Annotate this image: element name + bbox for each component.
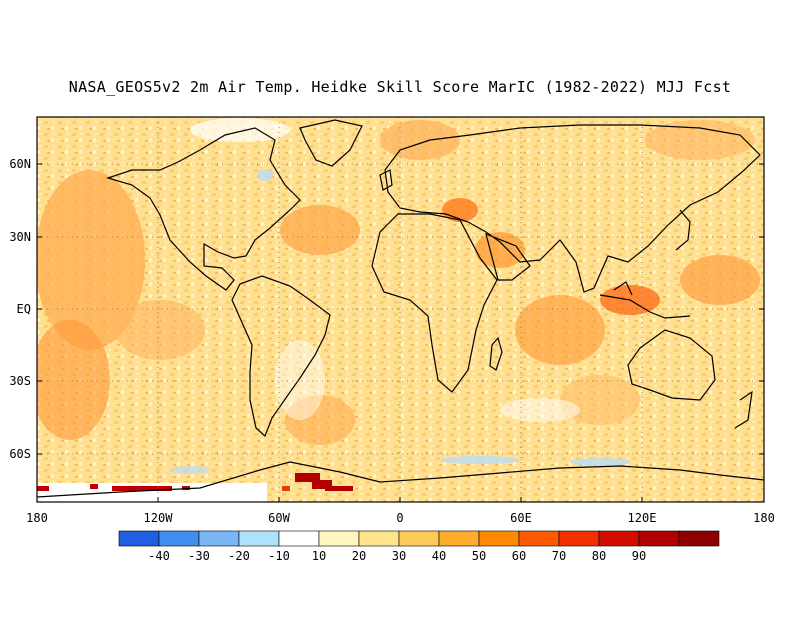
lon-tick-label: 60W <box>268 511 290 525</box>
coast-greenland <box>299 119 363 167</box>
colorbar-swatch <box>158 530 200 547</box>
colorbar-swatch <box>278 530 320 547</box>
colorbar: -40 -30 -20 -10 10 20 30 40 50 60 70 80 90 <box>118 530 720 563</box>
lon-tick-label: 120E <box>628 511 657 525</box>
colorbar-label: -10 <box>268 549 290 563</box>
colorbar-swatch <box>238 530 280 547</box>
coast-north-america <box>105 127 301 291</box>
colorbar-swatch <box>478 530 520 547</box>
colorbar-swatch <box>358 530 400 547</box>
colorbar-swatch <box>118 530 160 547</box>
coastlines <box>37 119 764 498</box>
colorbar-swatch <box>318 530 360 547</box>
lon-tick-label: 0 <box>396 511 403 525</box>
colorbar-label: 10 <box>312 549 326 563</box>
lat-tick-label: 60S <box>9 447 31 461</box>
antarctic-skill-cells <box>37 473 353 502</box>
coast-british-isles <box>379 169 393 191</box>
colorbar-swatch <box>518 530 560 547</box>
lon-tick-label: 180 <box>753 511 775 525</box>
map-title: NASA_GEOS5v2 2m Air Temp. Heidke Skill S… <box>68 78 732 96</box>
coast-antarctica <box>37 461 764 498</box>
coast-australia <box>627 329 716 401</box>
colorbar-label: 50 <box>472 549 486 563</box>
colorbar-swatch <box>398 530 440 547</box>
colorbar-label: 30 <box>392 549 406 563</box>
coast-africa <box>371 213 498 393</box>
colorbar-label: 80 <box>592 549 606 563</box>
lat-tick-label: 30S <box>9 374 31 388</box>
latitude-axis: 60N 30N EQ 30S 60S <box>9 157 764 461</box>
colorbar-swatch <box>638 530 680 547</box>
lat-tick-label: 30N <box>9 230 31 244</box>
lat-tick-label: 60N <box>9 157 31 171</box>
lon-tick-label: 180 <box>26 511 48 525</box>
coast-new-zealand <box>734 390 753 429</box>
colorbar-label: 40 <box>432 549 446 563</box>
colorbar-swatch <box>198 530 240 547</box>
colorbar-label: -40 <box>148 549 170 563</box>
longitude-axis: 180 120W 60W 0 60E 120E 180 <box>26 497 775 525</box>
graticule <box>37 117 764 502</box>
lon-tick-label: 120W <box>144 511 174 525</box>
lat-tick-label: EQ <box>17 302 31 316</box>
colorbar-swatch <box>438 530 480 547</box>
colorbar-label: -30 <box>188 549 210 563</box>
colorbar-swatch <box>558 530 600 547</box>
colorbar-swatch <box>678 530 720 547</box>
colorbar-label: 20 <box>352 549 366 563</box>
colorbar-swatch <box>598 530 640 547</box>
coast-eurasia <box>384 124 761 293</box>
colorbar-label: 60 <box>512 549 526 563</box>
coast-madagascar <box>489 336 503 371</box>
colorbar-label: 90 <box>632 549 646 563</box>
coast-south-america <box>231 275 331 438</box>
coast-indonesia <box>599 281 691 319</box>
lon-tick-label: 60E <box>510 511 532 525</box>
map-plot-area <box>37 117 764 502</box>
colorbar-label: 70 <box>552 549 566 563</box>
coast-japan <box>675 209 691 251</box>
colorbar-label: -20 <box>228 549 250 563</box>
